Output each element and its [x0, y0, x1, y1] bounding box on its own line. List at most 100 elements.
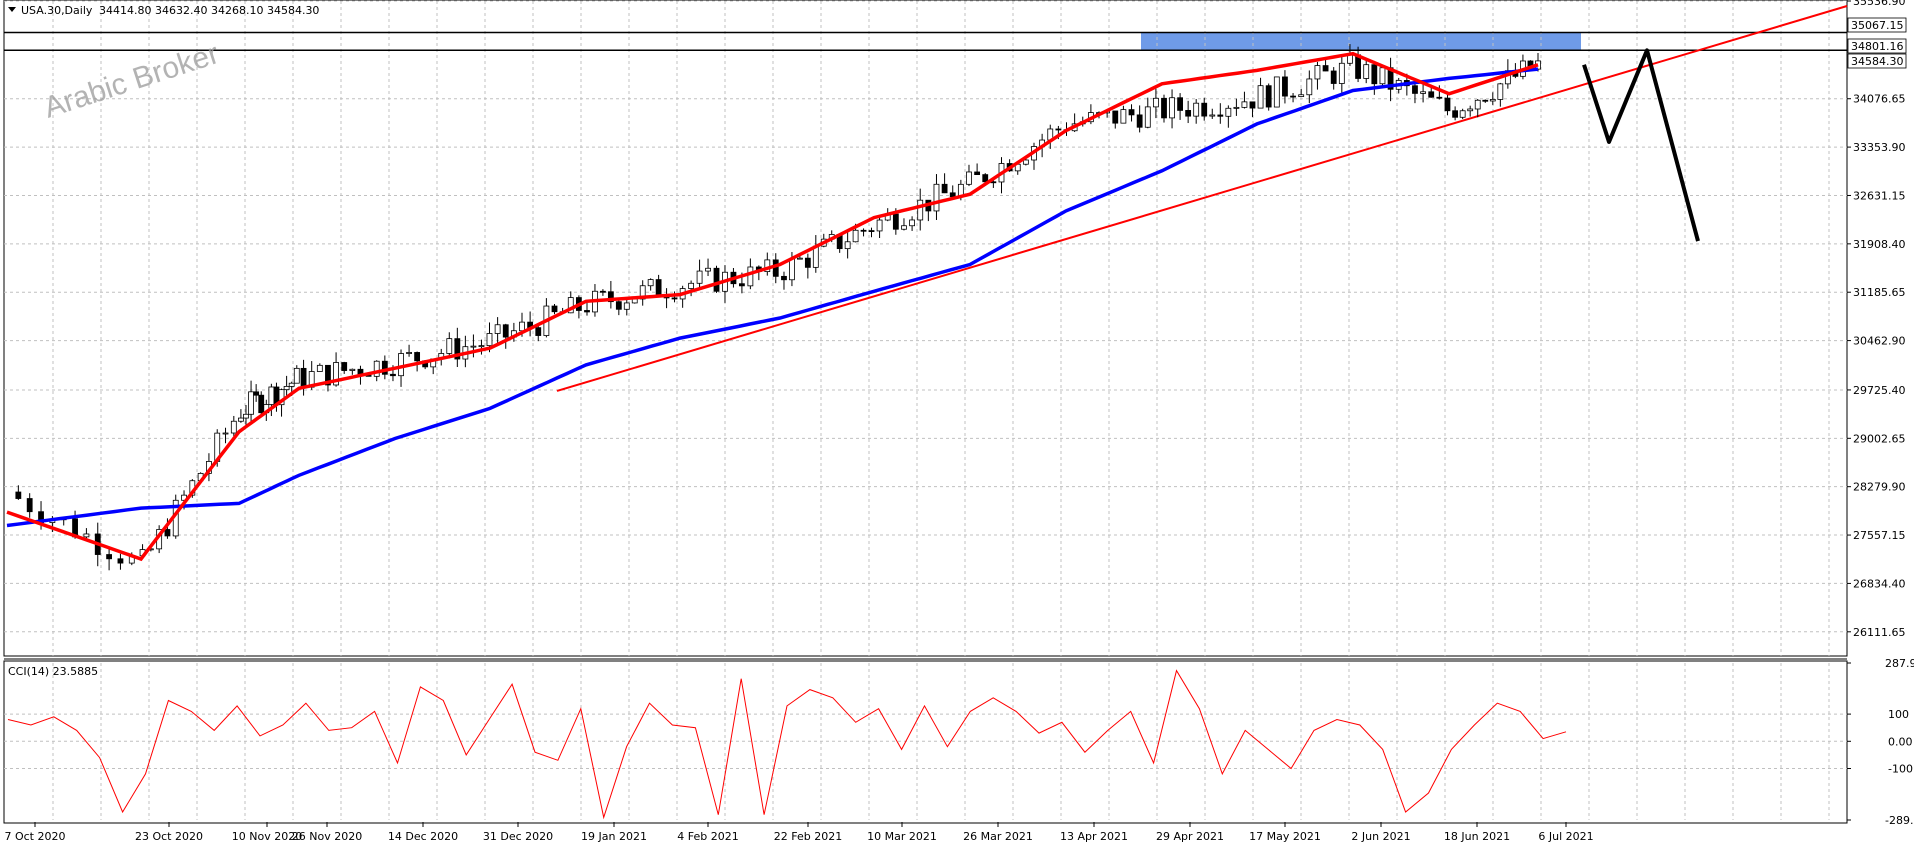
candle-body — [1241, 101, 1248, 108]
candle-body — [248, 391, 254, 415]
candle-body — [789, 257, 795, 281]
candle-body — [1144, 106, 1151, 128]
candle-body — [1022, 159, 1029, 165]
candle-body — [535, 327, 542, 336]
candle-body — [1306, 78, 1313, 96]
candle-body — [454, 338, 461, 360]
price-tick-label: 27557.15 — [1853, 529, 1906, 542]
price-level-box — [1847, 17, 1907, 33]
candle-body — [502, 324, 509, 338]
candle-body — [860, 229, 867, 232]
time-tick-label: 22 Feb 2021 — [774, 830, 842, 843]
candle-body — [1201, 102, 1208, 117]
time-tick-label: 13 Apr 2021 — [1060, 830, 1128, 843]
price-tick-label: 26834.40 — [1853, 577, 1906, 590]
candle-body — [1489, 99, 1496, 102]
candle-body — [551, 305, 558, 313]
price-tick-label: 26111.65 — [1853, 626, 1906, 639]
candle-body — [26, 498, 33, 513]
time-tick-label: 6 Jul 2021 — [1538, 830, 1593, 843]
candle-body — [876, 219, 883, 232]
price-tick-label: 29002.65 — [1853, 432, 1906, 445]
candle-body — [1193, 102, 1200, 117]
price-tick-label: 30462.90 — [1853, 335, 1906, 348]
candle-body — [688, 282, 695, 289]
slow-moving-average-line — [6, 67, 1539, 528]
candle-body — [600, 290, 606, 293]
candle-body — [1112, 110, 1119, 124]
candle-body — [852, 229, 859, 243]
candle-body — [1338, 62, 1345, 84]
ohlc-values: 34414.80 34632.40 34268.10 34584.30 — [99, 4, 319, 17]
candle-body — [892, 213, 899, 230]
horizontal-levels — [4, 31, 1847, 51]
candle-body — [349, 368, 356, 371]
price-tick-label: 31185.65 — [1853, 286, 1906, 299]
candle-body — [909, 219, 915, 227]
price-tick-label: 32631.15 — [1853, 189, 1906, 202]
price-level-label: 34584.30 — [1851, 55, 1904, 68]
main-plot-frame — [3, 0, 1848, 657]
price-level-label: 34801.16 — [1851, 40, 1904, 53]
candle-body — [1282, 76, 1288, 97]
candle-body — [519, 321, 525, 332]
cci-tick-label: 287.9128 — [1885, 657, 1914, 670]
candle-body — [1363, 64, 1370, 79]
candle-body — [300, 367, 307, 388]
candle-body — [333, 362, 339, 386]
candle-body — [1153, 97, 1159, 108]
fast-moving-average-line — [6, 51, 1539, 562]
time-tick-label: 2 Jun 2021 — [1351, 830, 1410, 843]
candle-body — [1128, 109, 1135, 116]
candle-body — [446, 338, 453, 354]
candle-body — [1467, 108, 1474, 112]
candle-body — [406, 352, 412, 354]
moving-averages — [6, 51, 1539, 562]
candle-body — [1177, 97, 1183, 111]
candle-body — [1497, 83, 1504, 100]
cci-indicator — [4, 669, 1847, 820]
candle-body — [1290, 95, 1296, 98]
time-tick-label: 31 Dec 2020 — [483, 830, 553, 843]
projection-path — [1582, 48, 1700, 242]
candle-body — [901, 225, 907, 230]
candle-body — [982, 174, 989, 183]
candle-body — [243, 413, 249, 419]
candle-body — [470, 345, 477, 348]
resistance-zone — [1141, 32, 1581, 51]
price-level-label: 35067.15 — [1851, 19, 1904, 32]
trendline — [556, 5, 1848, 392]
candle-body — [747, 266, 754, 287]
cci-tick-label: -100 — [1888, 762, 1913, 775]
candle-body — [1474, 99, 1481, 110]
candle-body — [796, 257, 803, 260]
candle-body — [316, 364, 323, 372]
cci-label: CCI(14) 23.5885 — [8, 665, 98, 678]
candle-body — [941, 183, 948, 194]
candle-body — [671, 297, 678, 300]
candle-body — [398, 353, 404, 377]
candle-body — [584, 310, 590, 313]
price-tick-label: 29725.40 — [1853, 384, 1906, 397]
cci-tick-label: 100 — [1888, 708, 1909, 721]
symbol-dropdown-icon[interactable] — [8, 7, 16, 12]
candle-body — [917, 199, 924, 221]
candle-body — [15, 491, 22, 499]
time-tick-label: 19 Jan 2021 — [581, 830, 647, 843]
candle-body — [623, 302, 630, 310]
candle-body — [1209, 114, 1216, 117]
candle-body — [1444, 97, 1451, 112]
time-tick-label: 26 Mar 2021 — [963, 830, 1033, 843]
candle-body — [949, 192, 956, 198]
candle-body — [1265, 85, 1272, 108]
price-level-box — [1847, 53, 1907, 69]
candle-body — [117, 558, 124, 564]
cci-tick-label: 0.00 — [1888, 735, 1913, 748]
symbol-label: USA.30,Daily — [21, 4, 93, 17]
candle-body — [222, 432, 229, 435]
time-tick-label: 29 Apr 2021 — [1156, 830, 1224, 843]
candle-body — [615, 301, 622, 310]
time-tick-label: 7 Oct 2020 — [4, 830, 65, 843]
